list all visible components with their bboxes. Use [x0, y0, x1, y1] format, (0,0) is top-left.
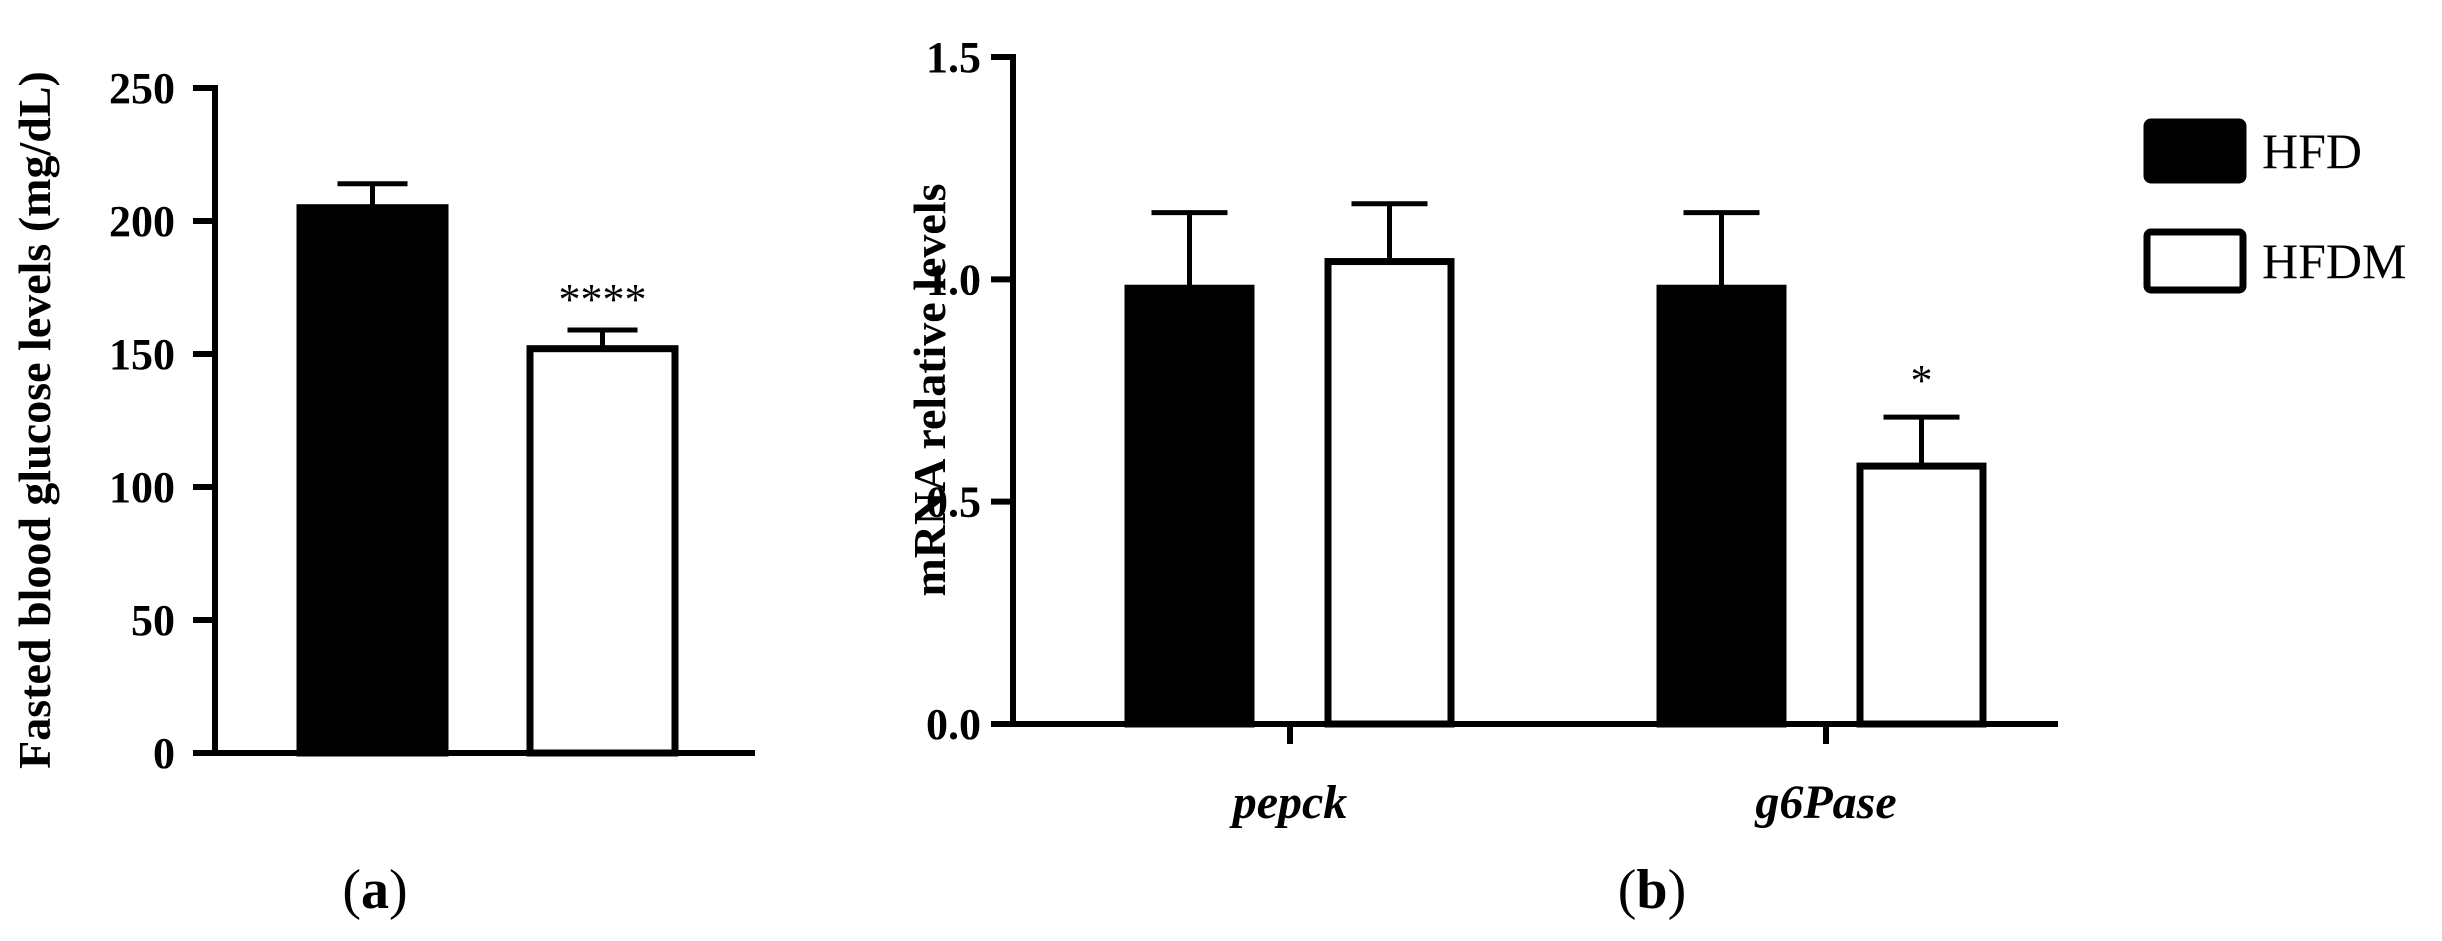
chart-a-error-bar: [567, 327, 638, 349]
legend-label: HFDM: [2262, 233, 2406, 289]
chart-a-error-bar: [337, 181, 408, 208]
chart-a-error-bars: [337, 181, 638, 349]
legend-swatch: [2143, 118, 2247, 184]
chart-b-significance: *: [1911, 356, 1933, 405]
chart-a-bars: [296, 204, 679, 757]
chart-b-panel-letter: b: [1636, 859, 1667, 921]
chart-b-bar: [1324, 258, 1455, 728]
chart-b-bars: [1124, 258, 1987, 728]
chart-b-significance-mark: *: [1911, 356, 1933, 405]
chart-b-error-bar: [1683, 210, 1760, 289]
chart-b-bar: [1124, 284, 1255, 728]
chart-a-bar: [296, 204, 449, 757]
legend-label: HFD: [2262, 123, 2362, 179]
chart-b-y-axis-label: mRNA relative levels: [904, 183, 955, 596]
chart-a-significance: ****: [559, 275, 647, 324]
chart-b-bar: [1656, 284, 1787, 728]
chart-a: **** 0 50 100 150 200 250 Fasted blood glucos…: [9, 64, 755, 921]
chart-a-significance-mark: ****: [559, 275, 647, 324]
chart-b: * 0.0 0.5 1.0 1.5 pepck g6Pase mRNA relative…: [904, 33, 2406, 921]
chart-a-y-axis-label: Fasted blood glucose levels (mg/dL): [9, 71, 60, 769]
chart-b-y-tick-label: 1.5: [926, 33, 981, 82]
chart-b-y-tick-label: 0.0: [926, 700, 981, 749]
chart-a-y-tick-label: 200: [109, 197, 175, 246]
chart-b-x-tick-labels: pepck g6Pase: [1229, 776, 1897, 829]
chart-a-y-tick-label: 250: [109, 64, 175, 113]
chart-a-panel-label: (a): [342, 859, 407, 921]
chart-a-y-tick-label: 50: [131, 596, 175, 645]
chart-b-error-bar: [1351, 201, 1428, 262]
chart-b-y-tick-label: 0.5: [926, 478, 981, 527]
chart-a-bar: [526, 345, 679, 757]
chart-a-y-ticks: 0 50 100 150 200 250: [109, 64, 215, 778]
chart-b-error-bars: [1151, 201, 1960, 467]
chart-b-bar: [1856, 462, 1987, 728]
chart-b-legend: HFD HFDM: [2143, 118, 2406, 294]
chart-b-y-tick-label: 1.0: [926, 255, 981, 304]
chart-b-panel-label: (b): [1618, 859, 1686, 921]
chart-a-panel-letter: a: [361, 859, 389, 921]
chart-a-y-tick-label: 0: [153, 729, 175, 778]
chart-b-error-bar: [1151, 210, 1228, 289]
chart-b-x-tick-label: pepck: [1229, 776, 1348, 829]
legend-swatch: [2143, 228, 2247, 294]
chart-b-y-ticks: 0.0 0.5 1.0 1.5: [926, 33, 1013, 749]
chart-a-y-tick-label: 100: [109, 463, 175, 512]
chart-b-x-tick-label: g6Pase: [1754, 776, 1896, 829]
chart-b-error-bar: [1883, 414, 1960, 467]
chart-a-y-tick-label: 150: [109, 330, 175, 379]
